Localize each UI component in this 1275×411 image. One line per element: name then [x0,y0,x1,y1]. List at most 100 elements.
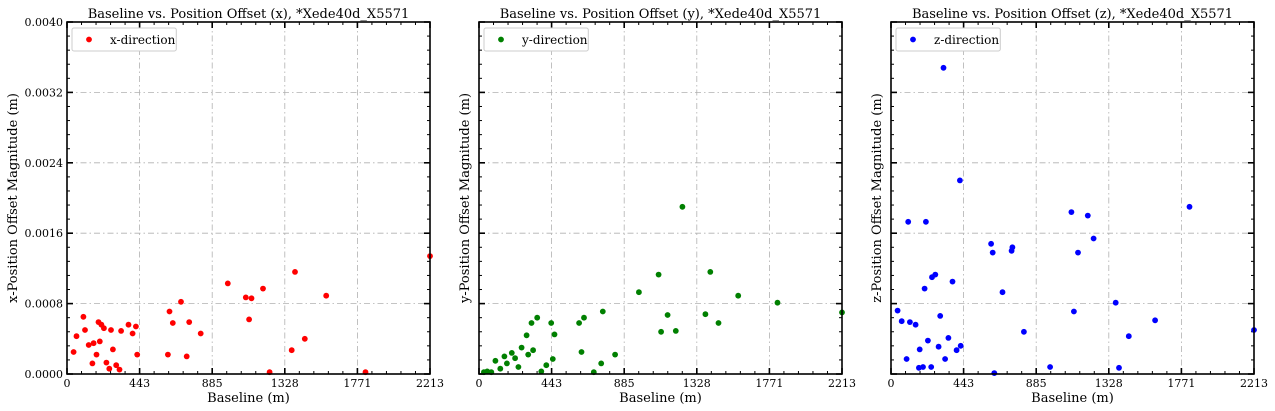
legend-label: z-direction [934,33,999,47]
data-point [523,332,530,339]
legend-marker [910,36,916,43]
data-point [165,351,171,358]
data-point [715,320,722,326]
legend-label: y-direction [521,33,588,47]
y-tick-label: 0.0032 [25,86,64,99]
data-point [525,351,532,358]
x-tick-label: 885 [202,377,223,390]
data-point [116,366,123,373]
chart-panel-2: 0 443 885 1328 1771 2213 Baseline vs. Position… [458,7,856,406]
data-point [953,347,960,354]
y-axis-label: x-Position Offset Magnitude (m) [6,93,21,303]
data-point [991,370,998,376]
data-point [664,312,671,318]
data-point [679,203,686,210]
data-point [598,360,605,367]
data-point [894,307,901,314]
y-axis-label: y-Position Offset Magnitude (m) [458,93,473,304]
data-point [512,355,518,362]
x-tick-label: 1771 [343,377,371,390]
data-point [905,218,912,225]
data-point [581,314,587,321]
x-axis-label: Baseline (m) [1031,391,1114,406]
data-point [923,218,929,225]
data-point [534,314,541,321]
data-point [178,298,184,305]
data-point [73,333,80,340]
data-point [707,269,714,275]
legend-marker [86,36,92,43]
data-point [260,285,266,292]
data-point [898,318,905,325]
data-point [912,321,919,328]
x-tick-label: 0 [64,377,71,390]
data-point [957,177,963,184]
data-point [246,316,253,323]
data-point [323,292,330,299]
data-point [949,278,956,285]
data-point [85,342,92,348]
data-point [292,269,298,275]
x-tick-label: 443 [953,377,974,390]
data-point [549,356,556,362]
data-point [508,350,515,356]
data-point [612,351,618,358]
legend: x-direction [71,27,177,52]
data-point [543,362,550,369]
data-point [989,249,996,256]
data-point [907,319,913,325]
data-point [1152,317,1158,324]
data-point [108,327,114,333]
data-point [118,328,124,334]
data-point [932,271,939,278]
data-point [672,328,679,334]
data-point [133,323,139,330]
data-point [578,349,585,355]
plot-frame [478,21,843,375]
data-point [515,364,522,370]
x-tick-label: 443 [129,377,150,390]
x-tick-label: 1328 [683,377,711,390]
data-point [957,342,964,349]
legend-box [895,27,1001,52]
y-tick-label: 0.0016 [25,227,64,240]
data-point [940,64,947,71]
data-point [518,344,525,351]
legend: y-direction [483,27,589,52]
data-point [1112,299,1119,306]
data-point [288,347,295,354]
data-point [576,320,582,326]
data-point [80,313,87,320]
x-tick-label: 1771 [1167,377,1195,390]
x-tick-label: 0 [476,377,483,390]
x-axis-label: Baseline (m) [619,391,702,406]
x-tick-label: 1328 [271,377,299,390]
x-tick-label: 2213 [416,377,444,390]
series-z-direction [894,64,1257,376]
data-point [916,346,923,353]
series-y-direction [481,203,845,376]
data-point [636,289,642,296]
data-point [538,368,545,375]
data-point [93,351,100,358]
series-x-direction [70,253,433,376]
data-point [242,294,249,301]
data-point [492,357,499,364]
plot-frame [66,21,431,375]
x-tick-label: 2213 [828,377,856,390]
legend: z-direction [895,27,1001,52]
data-point [134,351,141,358]
x-tick-label: 885 [614,377,635,390]
data-point [1047,364,1053,370]
chart-panel-1: 0 443 885 1328 1771 2213 0.0000 0.0008 0.0016 0.0… [6,7,444,406]
data-point [1186,203,1193,210]
data-point [113,362,120,369]
x-tick-label: 885 [1026,377,1047,390]
data-point [1084,212,1091,219]
data-point [89,360,96,367]
data-point [528,320,535,326]
data-point [1125,333,1132,340]
data-point [999,289,1006,296]
data-point [702,311,709,318]
data-point [96,338,103,345]
